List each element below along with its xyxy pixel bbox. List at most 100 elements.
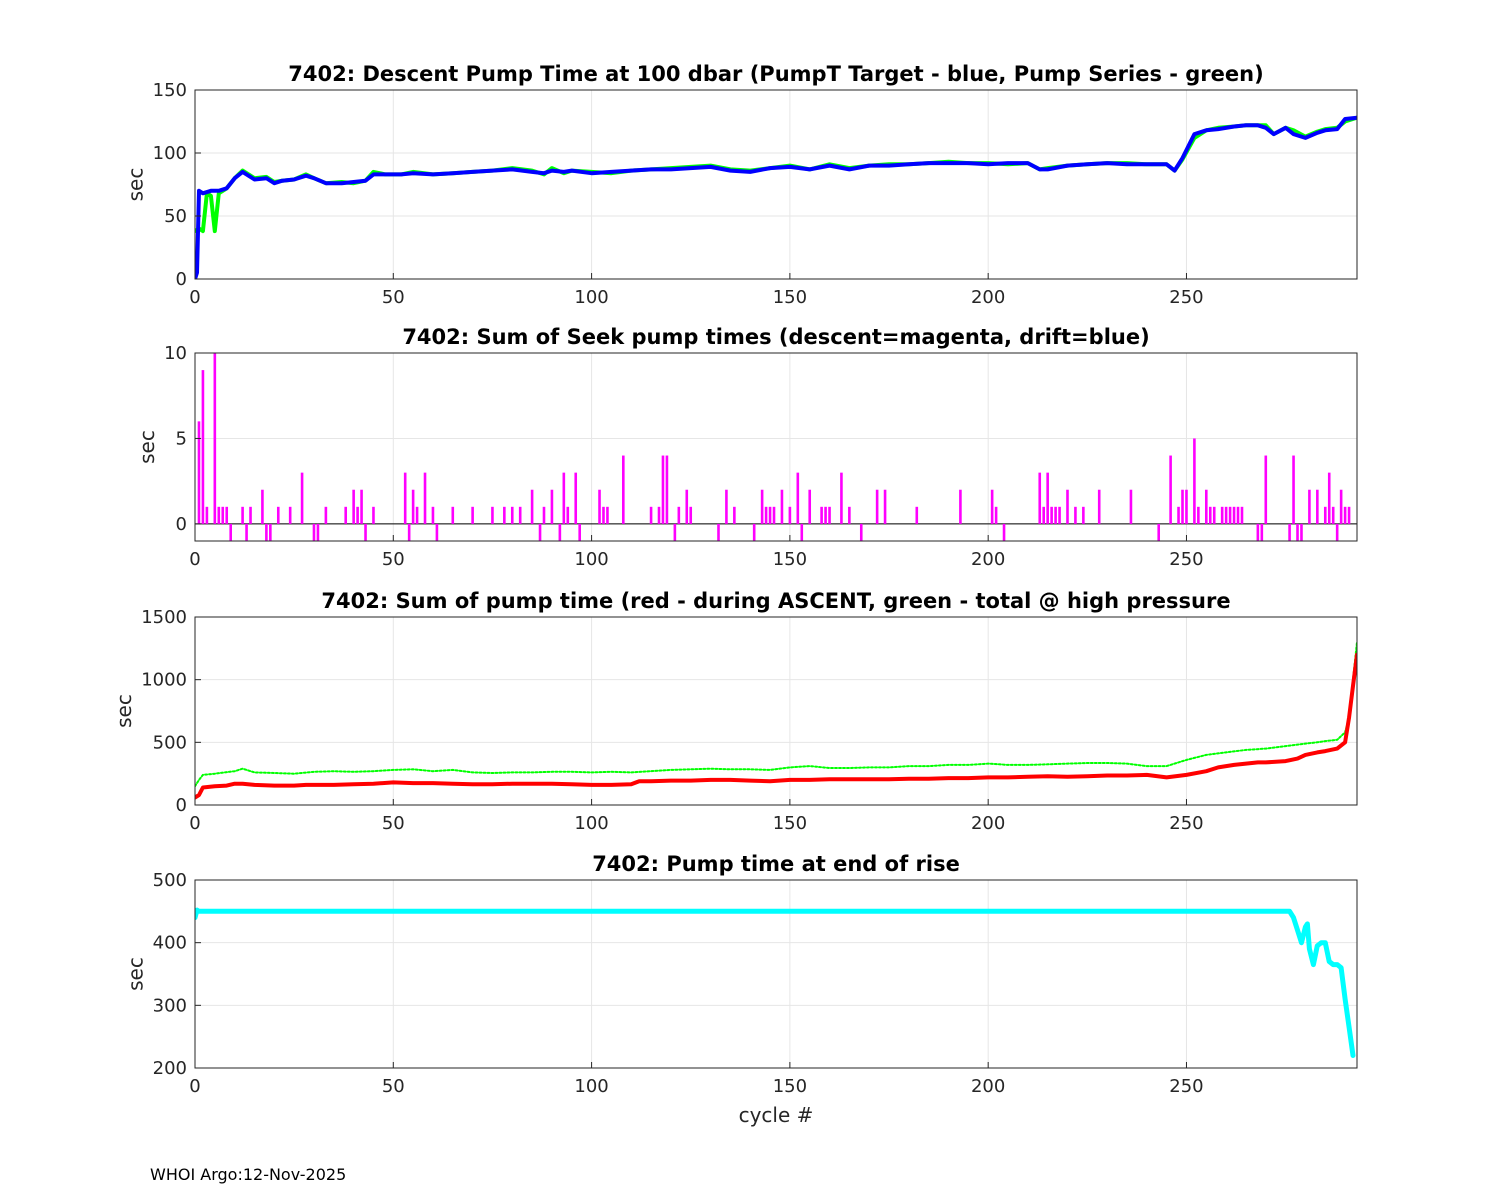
bar-descent-45 bbox=[566, 506, 570, 524]
bar-descent-20 bbox=[344, 506, 348, 524]
axes-box bbox=[194, 879, 1358, 1069]
bar-descent-33 bbox=[451, 506, 455, 524]
chart-panel-1: 0 50 100 150 200 250 0 50 100 150 7402: Descent Pu… bbox=[124, 62, 1358, 308]
bar-descent-17 bbox=[312, 523, 316, 541]
y-tick-label: 50 bbox=[164, 206, 187, 227]
x-tick-label: 250 bbox=[1169, 1076, 1203, 1097]
bar-descent-39 bbox=[530, 489, 534, 524]
bar-descent-78 bbox=[859, 523, 863, 541]
x-tick-label: 250 bbox=[1169, 549, 1203, 570]
y-tick-label: 200 bbox=[153, 1058, 187, 1079]
bar-descent-85 bbox=[1002, 523, 1006, 541]
bar-descent-1 bbox=[201, 370, 205, 524]
bar-descent-8 bbox=[241, 506, 244, 524]
bar-descent-19 bbox=[324, 506, 328, 524]
plot-area bbox=[195, 353, 1357, 541]
bar-descent-73 bbox=[820, 506, 823, 524]
bar-descent-56 bbox=[673, 523, 677, 541]
bar-descent-50 bbox=[606, 506, 609, 524]
y-axis-label: sec bbox=[124, 957, 148, 991]
bar-descent-5 bbox=[221, 506, 225, 524]
bar-descent-61 bbox=[725, 489, 728, 524]
bar-descent-72 bbox=[808, 489, 812, 524]
bar-descent-26 bbox=[403, 472, 407, 524]
chart-panel-2: 0 50 100 150 200 250 0 5 10 7402: Sum of Seek pum… bbox=[135, 325, 1358, 570]
bar-descent-70 bbox=[796, 472, 800, 524]
x-tick-label: 50 bbox=[382, 549, 405, 570]
axes-box bbox=[194, 89, 1358, 280]
bar-descent-14 bbox=[276, 506, 280, 524]
bar-descent-23 bbox=[360, 489, 363, 524]
y-axis-label: sec bbox=[135, 430, 159, 464]
chart-title: 7402: Sum of pump time (red - during ASC… bbox=[321, 589, 1230, 613]
bar-descent-40 bbox=[538, 523, 542, 541]
bar-descent-55 bbox=[665, 455, 669, 524]
axes-box bbox=[194, 352, 1358, 542]
bar-descent-123 bbox=[1327, 472, 1331, 524]
bar-descent-76 bbox=[840, 472, 843, 524]
chart-title: 7402: Descent Pump Time at 100 dbar (Pum… bbox=[288, 62, 1263, 86]
bar-descent-101 bbox=[1185, 489, 1188, 524]
axes-box bbox=[194, 616, 1358, 806]
chart-panel-3: 0 50 100 150 200 250 0 500 1000 1500 7402: Sum of … bbox=[112, 589, 1358, 834]
x-tick-label: 150 bbox=[773, 813, 807, 834]
bar-descent-115 bbox=[1264, 455, 1268, 524]
bar-descent-86 bbox=[1038, 472, 1042, 524]
bar-descent-89 bbox=[1050, 506, 1053, 524]
bar-descent-52 bbox=[649, 506, 653, 524]
y-tick-label: 0 bbox=[176, 514, 187, 535]
bar-descent-63 bbox=[752, 523, 756, 541]
bar-descent-29 bbox=[415, 506, 419, 524]
bar-descent-120 bbox=[1308, 489, 1311, 524]
x-tick-label: 0 bbox=[189, 1076, 200, 1097]
x-tick-label: 0 bbox=[189, 287, 200, 308]
bar-descent-100 bbox=[1181, 489, 1184, 524]
bar-descent-69 bbox=[788, 506, 792, 524]
x-tick-label: 200 bbox=[971, 813, 1005, 834]
bar-descent-0 bbox=[197, 421, 201, 524]
bar-descent-11 bbox=[261, 489, 264, 524]
bar-descent-53 bbox=[657, 506, 661, 524]
series-group bbox=[195, 115, 1357, 279]
bar-descent-13 bbox=[269, 523, 272, 541]
bar-descent-32 bbox=[435, 523, 439, 541]
y-tick-label: 5 bbox=[176, 428, 187, 449]
bar-descent-80 bbox=[883, 489, 887, 524]
y-tick-label: 400 bbox=[153, 933, 187, 954]
bar-descent-54 bbox=[661, 455, 665, 524]
plot-area bbox=[195, 880, 1357, 1068]
bar-descent-126 bbox=[1339, 489, 1343, 524]
y-tick-label: 500 bbox=[153, 732, 187, 753]
bar-descent-95 bbox=[1097, 489, 1101, 524]
bar-descent-110 bbox=[1232, 506, 1236, 524]
bar-descent-91 bbox=[1058, 506, 1061, 524]
bar-descent-83 bbox=[990, 489, 994, 524]
bar-descent-103 bbox=[1197, 506, 1200, 524]
bar-descent-107 bbox=[1220, 506, 1224, 524]
bar-descent-75 bbox=[828, 506, 831, 524]
bar-descent-94 bbox=[1082, 506, 1085, 524]
x-tick-label: 0 bbox=[189, 813, 200, 834]
bar-descent-108 bbox=[1224, 506, 1228, 524]
bar-descent-102 bbox=[1193, 438, 1196, 524]
bar-descent-4 bbox=[217, 506, 221, 524]
series-line-pump-time-at-end-of-rise bbox=[195, 907, 1356, 1058]
x-tick-label: 0 bbox=[189, 549, 200, 570]
bar-descent-71 bbox=[800, 523, 804, 541]
bar-descent-81 bbox=[915, 506, 919, 524]
bar-descent-12 bbox=[265, 523, 268, 541]
y-tick-label: 10 bbox=[164, 343, 187, 364]
plot-area bbox=[195, 617, 1357, 805]
bar-descent-25 bbox=[372, 506, 375, 524]
y-tick-label: 150 bbox=[153, 80, 187, 101]
bar-descent-109 bbox=[1228, 506, 1232, 524]
bar-descent-34 bbox=[471, 506, 474, 524]
bar-descent-98 bbox=[1169, 455, 1172, 524]
series-group bbox=[195, 641, 1357, 800]
x-tick-label: 250 bbox=[1169, 813, 1203, 834]
bar-descent-96 bbox=[1129, 489, 1133, 524]
bar-descent-27 bbox=[407, 523, 411, 541]
bar-descent-37 bbox=[510, 506, 514, 524]
bar-descent-15 bbox=[288, 506, 292, 524]
